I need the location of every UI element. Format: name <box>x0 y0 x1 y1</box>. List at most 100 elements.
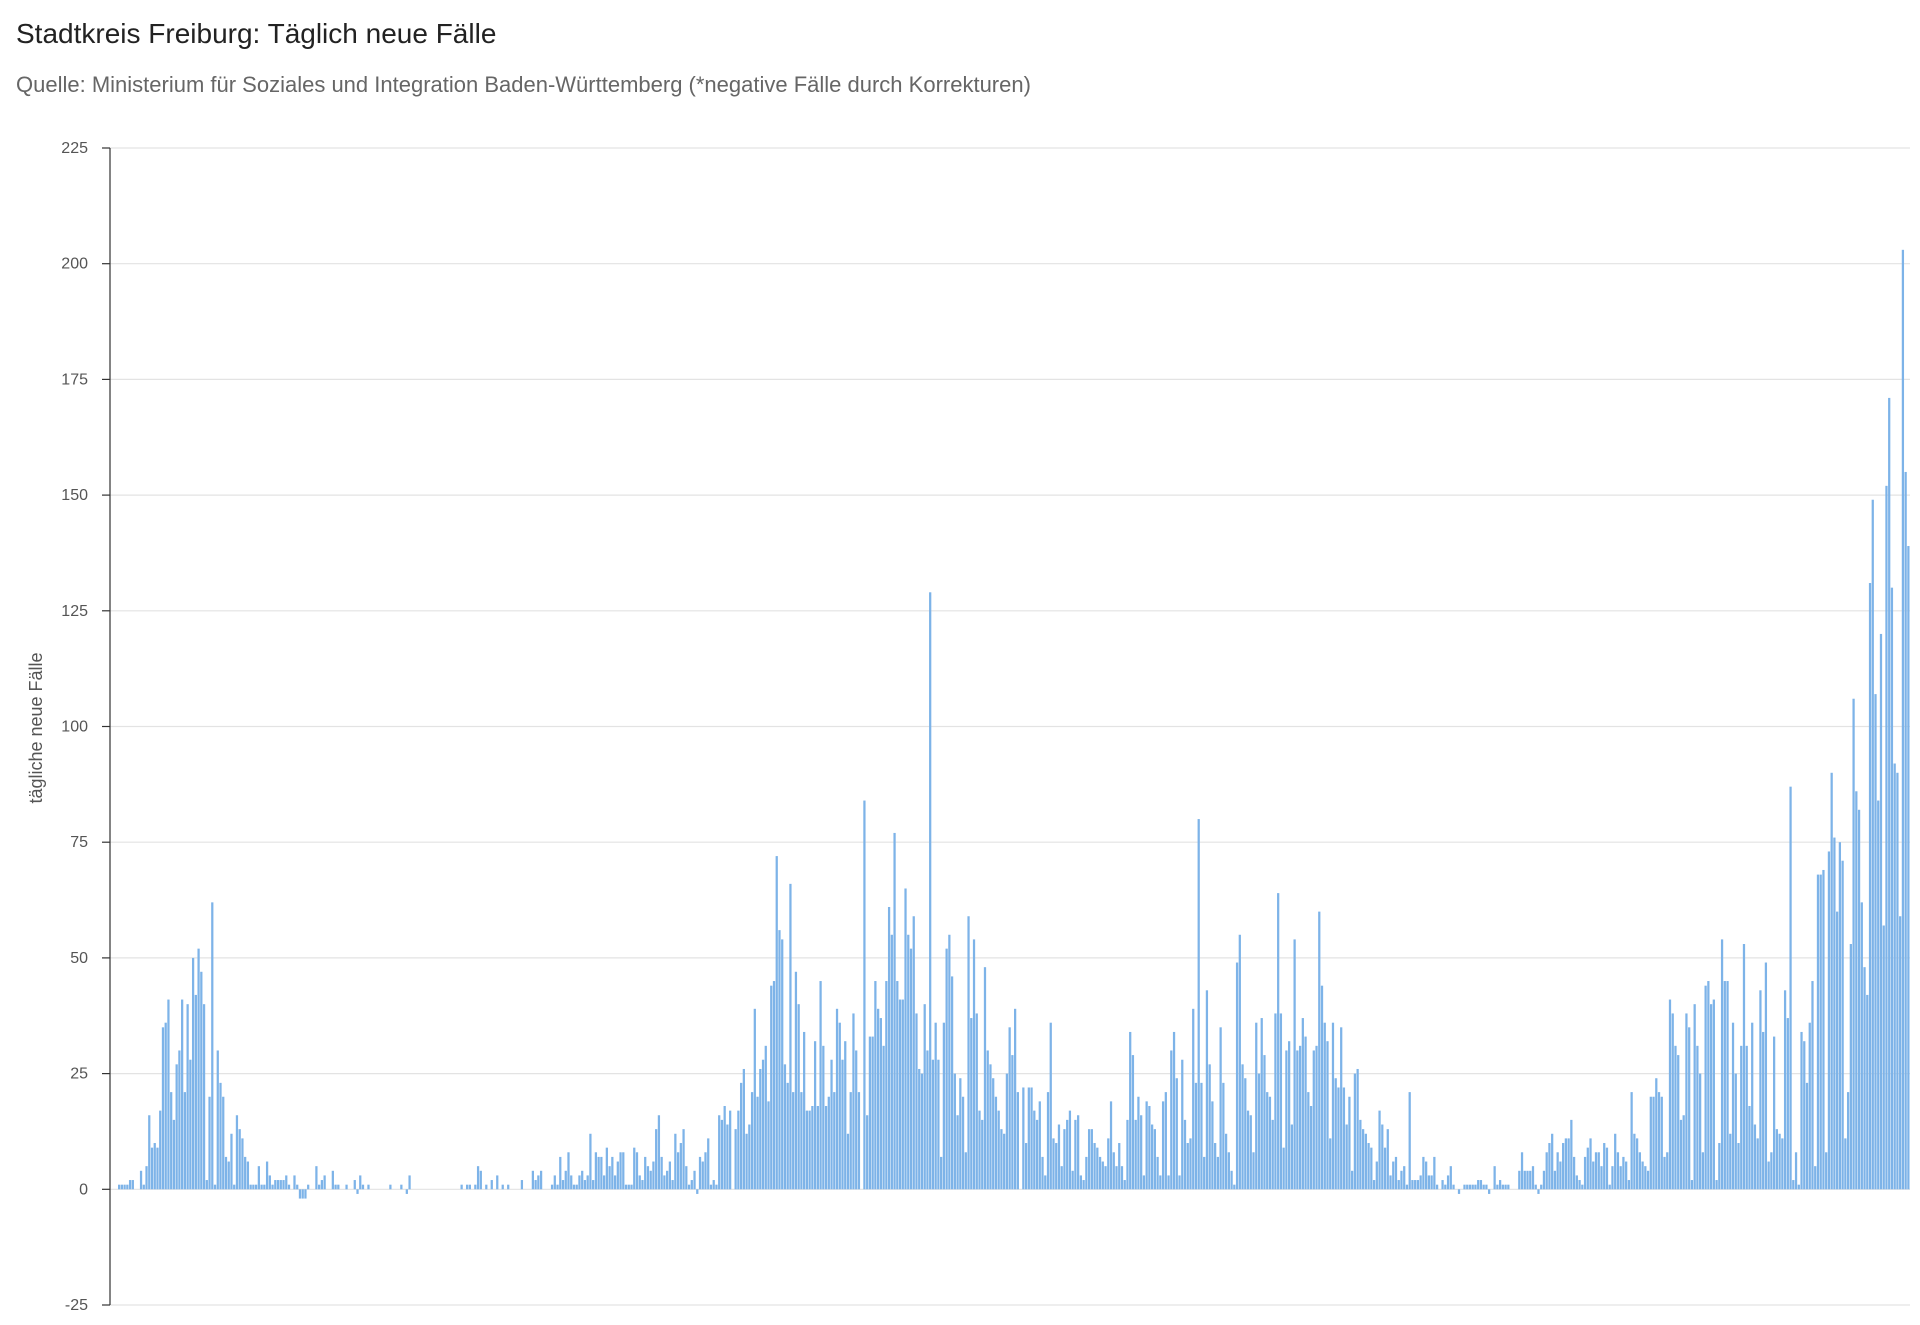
bar <box>564 1170 567 1190</box>
y-axis-label: tägliche neue Fälle <box>26 652 46 803</box>
bar <box>1627 1180 1631 1190</box>
bar <box>216 1050 219 1190</box>
bar <box>1446 1175 1450 1190</box>
bar <box>1753 1124 1757 1190</box>
bar <box>581 1170 584 1190</box>
bar <box>1693 1004 1696 1190</box>
bar <box>1052 1138 1055 1190</box>
bar <box>1463 1184 1466 1190</box>
bar <box>953 1073 956 1190</box>
bar <box>729 1110 732 1190</box>
gridlines <box>110 147 1910 1306</box>
bar <box>205 1180 208 1190</box>
bar <box>575 1184 578 1190</box>
bar <box>1071 1170 1074 1190</box>
bar <box>1175 1078 1178 1190</box>
bar <box>334 1184 337 1190</box>
bar <box>1619 1166 1622 1190</box>
bar <box>931 1059 935 1190</box>
bar <box>633 1147 636 1190</box>
bar <box>789 883 792 1190</box>
bar <box>1288 1041 1291 1190</box>
bar <box>611 1156 614 1190</box>
bar <box>923 1004 926 1190</box>
bar <box>1342 1087 1346 1190</box>
bar <box>1118 1143 1121 1190</box>
bar <box>1553 1170 1557 1190</box>
bar <box>868 1036 872 1190</box>
bar <box>296 1184 299 1190</box>
bar <box>723 1106 726 1190</box>
bar <box>1762 1031 1765 1190</box>
bar <box>235 1115 239 1190</box>
bar <box>1603 1143 1606 1190</box>
bar <box>863 800 866 1190</box>
bar <box>1167 1175 1170 1190</box>
bar <box>1148 1106 1151 1190</box>
bar <box>589 1133 592 1190</box>
bar <box>937 1059 940 1190</box>
bar <box>1625 1161 1628 1190</box>
bar <box>293 1175 296 1190</box>
bar <box>1038 1101 1041 1190</box>
bar <box>323 1175 326 1190</box>
bar <box>1345 1124 1348 1190</box>
bar <box>1778 1133 1781 1190</box>
bar <box>501 1184 504 1190</box>
bar <box>1235 962 1239 1190</box>
bar <box>1583 1156 1587 1190</box>
bar <box>1641 1161 1644 1190</box>
bar <box>994 1096 998 1190</box>
bar <box>1545 1152 1548 1190</box>
bar <box>1386 1129 1389 1190</box>
bar <box>1729 1133 1732 1190</box>
bar <box>1690 1180 1694 1190</box>
bar <box>1737 1143 1740 1190</box>
bar <box>1597 1152 1600 1190</box>
bar <box>1329 1138 1332 1190</box>
bar <box>1301 1018 1304 1190</box>
bar <box>1803 1041 1806 1190</box>
bar <box>200 971 203 1190</box>
bar <box>811 1106 814 1190</box>
bar <box>1033 1110 1036 1190</box>
bar <box>1709 1004 1713 1190</box>
bar <box>824 1106 828 1190</box>
bar <box>1233 1184 1236 1190</box>
bar <box>170 1092 173 1190</box>
bar <box>926 1050 929 1190</box>
bars <box>118 249 1910 1199</box>
bar <box>128 1180 132 1190</box>
bar <box>1466 1184 1469 1190</box>
bar <box>1444 1184 1447 1190</box>
bar <box>624 1184 628 1190</box>
y-axis: 225 200 175 150 125 100 75 50 25 0 -25 <box>61 140 111 1314</box>
bar <box>1871 499 1874 1190</box>
bar <box>263 1184 266 1190</box>
bar <box>761 1059 765 1190</box>
bar <box>816 1106 819 1190</box>
bar <box>230 1133 233 1190</box>
bar <box>638 1175 641 1190</box>
bar <box>249 1184 252 1190</box>
bar <box>1556 1152 1559 1190</box>
bar <box>764 1045 767 1190</box>
bar <box>1668 999 1672 1190</box>
bar <box>1181 1059 1184 1190</box>
bar <box>835 1008 839 1190</box>
bar <box>877 1008 880 1190</box>
bar <box>742 1068 745 1190</box>
bar <box>1348 1096 1351 1190</box>
bar <box>1682 1115 1685 1190</box>
bar <box>1600 1166 1603 1190</box>
bar <box>1616 1152 1620 1190</box>
bar <box>202 1004 206 1190</box>
bar <box>178 1050 181 1190</box>
bar <box>934 1022 937 1190</box>
bar <box>718 1115 721 1190</box>
bar <box>567 1152 570 1190</box>
bar <box>1559 1161 1562 1190</box>
bar <box>1575 1175 1578 1190</box>
bar <box>685 1166 688 1190</box>
bar <box>1408 1092 1411 1190</box>
